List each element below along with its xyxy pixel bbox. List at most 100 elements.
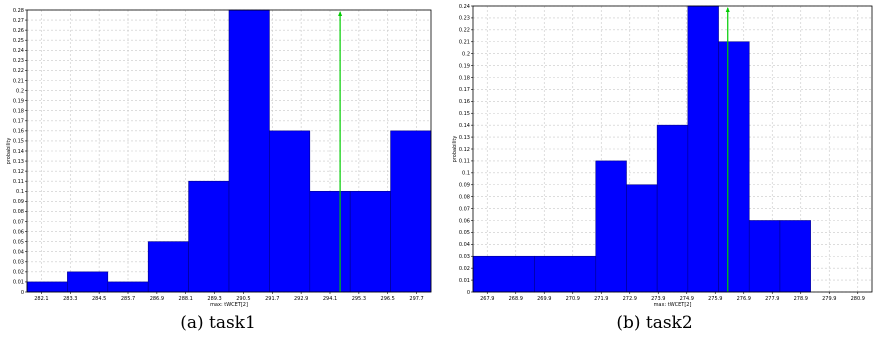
y-tick-label: 0.21 [13, 78, 24, 84]
x-tick-label: 294.1 [323, 296, 337, 302]
x-axis-label: max: tWCET[2] [654, 302, 692, 308]
y-tick-label: 0.11 [459, 159, 470, 165]
histogram-panel-task2: 0 0.01 0.02 0.03 0.04 0.05 0.06 0.07 0.08 0.09 0.1… [436, 0, 873, 345]
y-tick-label: 0.02 [13, 270, 24, 276]
x-tick-label: 295.3 [352, 296, 366, 302]
histogram-bar [626, 184, 658, 293]
y-tick-label: 0.28 [13, 8, 24, 14]
y-tick-label: 0.12 [13, 169, 24, 175]
histogram-bar [309, 190, 351, 293]
x-tick-label: 296.5 [381, 296, 395, 302]
x-tick-label: 280.9 [851, 296, 865, 302]
x-tick-label: 290.5 [236, 296, 250, 302]
y-tick-label: 0.22 [459, 28, 470, 34]
y-tick-label: 0.07 [459, 206, 470, 212]
histogram-bar [147, 241, 189, 293]
x-tick-label: 279.9 [822, 296, 836, 302]
y-tick-label: 0.05 [459, 230, 470, 236]
x-tick-label: 282.1 [34, 296, 48, 302]
y-tick-label: 0.13 [459, 135, 470, 141]
histogram-bar [472, 255, 535, 293]
y-tick-label: 0.06 [459, 218, 470, 224]
x-tick-label: 275.9 [708, 296, 722, 302]
x-tick-label: 267.9 [480, 296, 494, 302]
plot-frame [26, 9, 432, 293]
y-tick-label: 0.19 [459, 63, 470, 69]
histogram-bar [748, 220, 781, 293]
y-tick-label: 0.02 [459, 266, 470, 272]
y-tick-label: 0.01 [459, 278, 470, 284]
y-tick-label: 0.04 [459, 242, 470, 248]
x-tick-label: 274.9 [680, 296, 694, 302]
y-tick-label: 0.24 [459, 4, 470, 10]
histogram-bar [228, 9, 270, 293]
histogram-task1-plot: 0 0.01 0.02 0.03 0.04 0.05 0.06 0.07 0.08 0.09 0.1… [6, 8, 432, 308]
y-tick-label: 0.1 [462, 171, 470, 177]
y-tick-label: 0.03 [13, 260, 24, 266]
y-tick-label: 0.23 [459, 16, 470, 22]
histogram-panel-task1: 0 0.01 0.02 0.03 0.04 0.05 0.06 0.07 0.08 0.09 0.1… [0, 0, 436, 345]
y-tick-label: 0.16 [13, 129, 24, 135]
histogram-bar [269, 130, 311, 293]
histogram-bar [67, 271, 109, 293]
mean-marker-arrow [338, 11, 343, 16]
y-tick-label: 0.09 [13, 199, 24, 205]
x-tick-label: 284.5 [92, 296, 106, 302]
y-tick-label: 0.2 [16, 88, 24, 94]
y-axis-label: probability [6, 138, 12, 165]
y-tick-label: 0.19 [13, 98, 24, 104]
x-tick-label: 288.1 [179, 296, 193, 302]
x-tick-label: 268.9 [509, 296, 523, 302]
y-tick-label: 0.2 [462, 51, 470, 57]
x-tick-label: 276.9 [737, 296, 751, 302]
x-tick-label: 273.9 [651, 296, 665, 302]
x-tick-label: 269.9 [537, 296, 551, 302]
y-tick-label: 0.25 [13, 38, 24, 44]
y-tick-label: 0.26 [13, 28, 24, 34]
plot-frame [472, 5, 873, 293]
histogram-bar [534, 255, 597, 293]
x-tick-label: 271.9 [594, 296, 608, 302]
y-tick-label: 0.05 [13, 239, 24, 245]
y-tick-label: 0 [21, 290, 24, 296]
y-tick-label: 0.08 [13, 209, 24, 215]
x-tick-label: 297.7 [409, 296, 423, 302]
x-tick-label: 291.7 [265, 296, 279, 302]
histogram-bar [188, 180, 230, 293]
y-tick-label: 0.16 [459, 99, 470, 105]
y-tick-label: 0.15 [459, 111, 470, 117]
y-tick-label: 0.15 [13, 139, 24, 145]
y-tick-label: 0.24 [13, 48, 24, 54]
x-tick-label: 285.7 [121, 296, 135, 302]
histogram-bar [595, 160, 627, 293]
y-tick-label: 0.22 [13, 68, 24, 74]
histogram-bar [107, 281, 149, 293]
histogram-bar [779, 220, 811, 293]
y-tick-label: 0.1 [16, 189, 24, 195]
histogram-task2-plot: 0 0.01 0.02 0.03 0.04 0.05 0.06 0.07 0.08 0.09 0.1… [452, 4, 873, 308]
x-tick-label: 270.9 [566, 296, 580, 302]
x-axis-label: max: tWCET[2] [210, 302, 248, 308]
x-tick-label: 292.9 [294, 296, 308, 302]
y-tick-label: 0.08 [459, 194, 470, 200]
y-tick-label: 0.27 [13, 18, 24, 24]
x-tick-label: 278.9 [794, 296, 808, 302]
caption-task2: (b) task2 [616, 313, 693, 333]
y-tick-label: 0.17 [459, 87, 470, 93]
histogram-bar [687, 5, 719, 293]
mean-marker-arrow [725, 7, 730, 12]
y-tick-label: 0.13 [13, 159, 24, 165]
histogram-bar [718, 41, 750, 293]
y-tick-label: 0.14 [459, 123, 470, 129]
y-tick-label: 0.12 [459, 147, 470, 153]
y-tick-label: 0.11 [13, 179, 24, 185]
y-tick-label: 0.09 [459, 183, 470, 189]
x-tick-label: 289.3 [207, 296, 221, 302]
histogram-bar [656, 124, 689, 293]
x-tick-label: 277.9 [765, 296, 779, 302]
y-tick-label: 0.18 [13, 109, 24, 115]
y-tick-label: 0.23 [13, 58, 24, 64]
caption-task1: (a) task1 [180, 313, 256, 333]
histogram-bar [26, 281, 68, 293]
y-tick-label: 0.06 [13, 229, 24, 235]
